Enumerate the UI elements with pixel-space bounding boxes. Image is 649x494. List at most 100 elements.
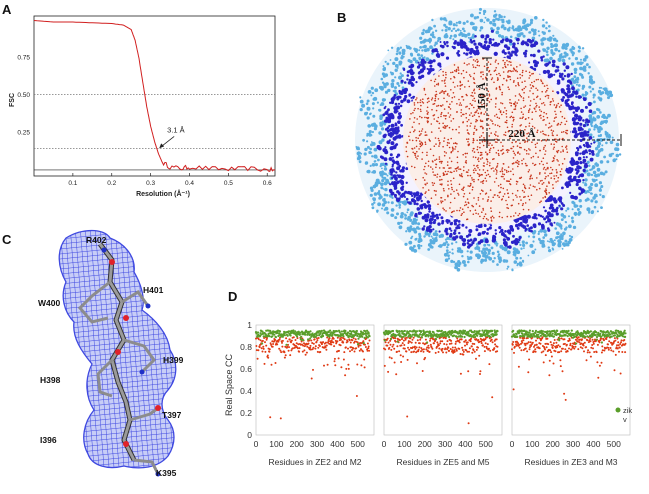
- capsid-inner-atom: [520, 199, 522, 201]
- capsid-outer-atom: [541, 24, 546, 28]
- capsid-outer-atom: [519, 243, 522, 247]
- capsid-inner-atom: [537, 156, 539, 158]
- capsid-middle-atom: [579, 116, 583, 120]
- capsid-inner-atom: [443, 140, 445, 142]
- capsid-inner-atom: [488, 144, 490, 146]
- rscc-point-zik: [268, 335, 271, 338]
- capsid-inner-atom: [520, 131, 523, 134]
- capsid-inner-atom: [441, 160, 443, 163]
- capsid-outer-atom: [590, 173, 594, 177]
- capsid-inner-atom: [495, 88, 498, 90]
- capsid-inner-atom: [549, 103, 552, 106]
- capsid-outer-atom: [487, 248, 492, 253]
- capsid-inner-atom: [540, 79, 542, 81]
- capsid-outer-atom: [482, 247, 486, 251]
- capsid-outer-atom: [571, 208, 574, 211]
- capsid-inner-atom: [415, 145, 418, 148]
- capsid-inner-atom: [519, 196, 521, 198]
- capsid-inner-atom: [545, 192, 548, 194]
- capsid-outer-atom: [547, 246, 550, 249]
- capsid-inner-atom: [527, 117, 530, 119]
- capsid-outer-atom: [537, 232, 540, 236]
- rscc-y-tick-label: 0: [247, 430, 252, 440]
- rscc-point-v: [348, 339, 351, 342]
- rscc-point-v: [441, 347, 444, 350]
- capsid-middle-atom: [432, 59, 436, 63]
- capsid-middle-atom: [480, 34, 485, 39]
- capsid-outer-atom: [586, 160, 590, 164]
- rscc-point-v: [279, 349, 282, 352]
- mesh-line: [129, 230, 151, 468]
- capsid-inner-atom: [472, 133, 475, 135]
- capsid-outer-atom: [549, 237, 553, 242]
- capsid-inner-atom: [476, 64, 479, 67]
- capsid-inner-atom: [550, 166, 552, 169]
- capsid-inner-atom: [415, 139, 418, 142]
- panel-d: D Real Space CC 00.20.40.60.81 0 100 200 30…: [224, 289, 632, 467]
- capsid-outer-atom: [457, 260, 461, 264]
- capsid-inner-atom: [565, 148, 568, 150]
- capsid-inner-atom: [413, 130, 415, 133]
- capsid-outer-atom: [404, 217, 408, 220]
- capsid-inner-atom: [528, 77, 530, 79]
- capsid-inner-atom: [519, 64, 521, 66]
- capsid-outer-atom: [377, 202, 381, 207]
- rscc-point-v: [316, 339, 319, 342]
- capsid-inner-atom: [447, 195, 449, 198]
- capsid-outer-atom: [596, 164, 599, 167]
- capsid-middle-atom: [395, 171, 398, 174]
- capsid-outer-atom: [364, 161, 369, 165]
- capsid-inner-atom: [556, 159, 558, 161]
- capsid-middle-atom: [465, 234, 469, 238]
- capsid-outer-atom: [380, 102, 385, 106]
- capsid-inner-atom: [415, 156, 417, 158]
- capsid-middle-atom: [488, 226, 492, 230]
- capsid-middle-atom: [520, 224, 525, 228]
- capsid-outer-atom: [516, 264, 519, 267]
- capsid-outer-atom: [595, 178, 598, 182]
- capsid-outer-atom: [417, 222, 421, 226]
- rscc-point-zik: [395, 334, 398, 337]
- capsid-outer-atom: [607, 96, 610, 100]
- rscc-point-v: [424, 338, 427, 341]
- capsid-outer-atom: [547, 29, 551, 33]
- capsid-outer-atom: [450, 29, 453, 32]
- capsid-outer-atom: [553, 239, 556, 242]
- capsid-inner-atom: [512, 70, 514, 72]
- capsid-inner-atom: [446, 161, 449, 163]
- capsid-outer-atom: [419, 36, 423, 40]
- capsid-middle-atom: [551, 63, 556, 68]
- capsid-inner-atom: [550, 125, 553, 127]
- capsid-inner-atom: [553, 104, 556, 106]
- capsid-middle-atom: [518, 238, 521, 241]
- capsid-outer-atom: [365, 111, 369, 115]
- capsid-inner-atom: [522, 69, 524, 72]
- fsc-ylabel: FSC: [9, 93, 16, 107]
- capsid-inner-atom: [489, 189, 492, 191]
- capsid-middle-atom: [535, 217, 538, 220]
- capsid-middle-atom: [408, 94, 411, 97]
- capsid-inner-atom: [547, 134, 550, 137]
- capsid-middle-atom: [393, 94, 397, 97]
- capsid-inner-atom: [446, 173, 449, 175]
- capsid-inner-atom: [534, 146, 537, 148]
- capsid-outer-atom: [551, 53, 555, 56]
- capsid-inner-atom: [438, 167, 441, 169]
- capsid-outer-atom: [432, 232, 437, 236]
- capsid-middle-atom: [417, 61, 420, 64]
- capsid-outer-atom: [596, 107, 599, 111]
- capsid-middle-atom: [557, 82, 560, 85]
- capsid-middle-atom: [400, 92, 404, 95]
- rscc-point-v: [564, 398, 567, 401]
- rscc-point-zik: [278, 330, 282, 333]
- capsid-inner-atom: [447, 180, 449, 183]
- rscc-point-v: [549, 349, 552, 352]
- capsid-outer-atom: [385, 178, 389, 183]
- capsid-middle-atom: [394, 176, 398, 181]
- capsid-outer-atom: [582, 94, 585, 97]
- rscc-point-v: [592, 347, 594, 350]
- capsid-inner-atom: [542, 168, 545, 170]
- capsid-outer-atom: [370, 151, 373, 154]
- capsid-inner-atom: [566, 151, 569, 153]
- capsid-outer-atom: [461, 260, 466, 264]
